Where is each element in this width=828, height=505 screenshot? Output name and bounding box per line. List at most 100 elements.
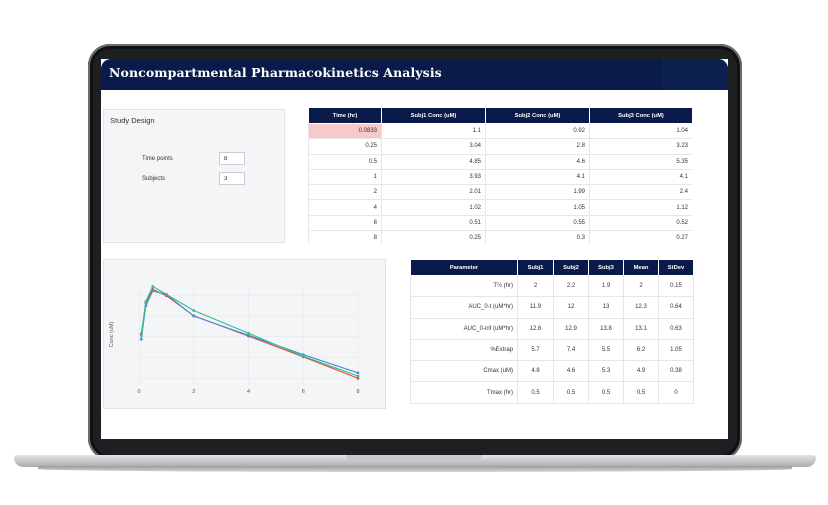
chart-svg: 0 2 4 6 8 Conc (uM) <box>109 284 360 395</box>
conc-cell[interactable]: 5.35 <box>589 153 692 170</box>
conc-cell[interactable]: 6 <box>308 214 382 232</box>
conc-cell[interactable]: 3.93 <box>381 168 486 186</box>
table-row: 0.0833 1.1 0.92 1.04 <box>308 122 692 140</box>
concentration-time-chart: 0 2 4 6 8 Conc (uM) <box>103 259 386 409</box>
conc-cell[interactable]: 3.23 <box>589 138 692 155</box>
table-row: 2 2.01 1.99 2.4 <box>308 184 692 201</box>
conc-cell[interactable]: 1.05 <box>485 199 590 216</box>
time-points-input[interactable] <box>219 152 245 165</box>
conc-cell[interactable]: 4.85 <box>381 153 486 170</box>
conc-cell[interactable]: 8 <box>308 230 382 244</box>
series-point <box>356 376 360 380</box>
conc-cell[interactable]: 2.4 <box>589 184 692 201</box>
param-value-cell: 5.3 <box>588 360 624 383</box>
conc-cell[interactable]: 0.3 <box>485 230 590 244</box>
subjects-label: Subjects <box>142 176 166 182</box>
param-value-cell: 12 <box>553 296 589 319</box>
param-value-cell: 13 <box>588 296 624 319</box>
param-value-cell: 12.3 <box>623 296 659 319</box>
param-value-cell: 12.6 <box>517 317 554 340</box>
conc-header-cell: Subj3 Conc (uM) <box>589 107 692 124</box>
header-corner-block <box>662 59 728 90</box>
table-row: Tmax (hr) 0.5 0.5 0.5 0.5 0 <box>410 381 694 404</box>
param-value-cell: 4.6 <box>553 360 589 383</box>
series-point <box>247 333 250 337</box>
param-name-cell: AUC_0-t (uM*hr) <box>410 296 518 319</box>
table-row: AUC_0-t (uM*hr) 11.9 12 13 12.3 0.64 <box>410 296 694 319</box>
table-row: 0.25 3.04 2.8 3.23 <box>308 138 692 155</box>
conc-cell[interactable]: 1.02 <box>381 199 486 216</box>
param-value-cell: 0.15 <box>658 274 694 298</box>
series-point <box>356 374 360 378</box>
x-tick-label: 8 <box>356 389 359 395</box>
table-row: 4 1.02 1.05 1.12 <box>308 199 692 216</box>
param-value-cell: 2 <box>623 274 659 298</box>
table-row: Cmax (uM) 4.8 4.6 5.3 4.9 0.38 <box>410 360 694 383</box>
study-design-panel: Study Design Time points Subjects <box>103 109 285 243</box>
series-point <box>139 334 143 337</box>
x-tick-label: 4 <box>247 389 250 395</box>
conc-cell[interactable]: 4.6 <box>485 153 590 170</box>
table-row: 8 0.25 0.3 0.27 <box>308 230 692 244</box>
x-tick-label: 6 <box>302 389 305 395</box>
table-row: 0.5 4.85 4.6 5.35 <box>308 153 692 170</box>
param-header-cell: Parameter <box>410 259 518 276</box>
table-row: 6 0.51 0.55 0.52 <box>308 214 692 232</box>
param-value-cell: 4.9 <box>623 360 659 383</box>
page-title: Noncompartmental Pharmacokinetics Analys… <box>109 65 442 80</box>
conc-cell[interactable]: 1.04 <box>589 122 692 140</box>
param-value-cell: 1.9 <box>588 274 624 298</box>
param-value-cell: 2.2 <box>553 274 589 298</box>
conc-cell[interactable]: 1.99 <box>485 184 590 201</box>
parameter-table: Parameter Subj1 Subj2 Subj3 Mean StDev T½ (hr… <box>410 259 694 404</box>
param-value-cell: 5.7 <box>517 338 554 362</box>
conc-cell[interactable]: 1.1 <box>381 122 486 140</box>
param-name-cell: Cmax (uM) <box>410 360 518 383</box>
param-value-cell: 0.5 <box>517 381 554 404</box>
x-tick-label: 0 <box>137 389 140 395</box>
conc-cell[interactable]: 0.25 <box>381 230 486 244</box>
conc-cell[interactable]: 0.25 <box>308 138 382 155</box>
param-header-cell: StDev <box>658 259 694 276</box>
conc-header-cell: Subj1 Conc (uM) <box>381 107 486 124</box>
study-design-title: Study Design <box>110 116 155 125</box>
conc-cell[interactable]: 2.01 <box>381 184 486 201</box>
param-value-cell: 0.64 <box>658 296 694 319</box>
conc-cell[interactable]: 0.55 <box>485 214 590 232</box>
conc-cell[interactable]: 1 <box>308 168 382 186</box>
series-point <box>301 354 305 358</box>
conc-cell[interactable]: 0.51 <box>381 214 486 232</box>
param-value-cell: 13.8 <box>588 317 624 340</box>
param-value-cell: 6.2 <box>623 338 659 362</box>
param-value-cell: 2 <box>517 274 554 298</box>
conc-cell[interactable]: 0.52 <box>589 214 692 232</box>
conc-cell[interactable]: 0.27 <box>589 230 692 244</box>
table-row: %Extrap 5.7 7.4 5.5 6.2 1.05 <box>410 338 694 362</box>
conc-cell[interactable]: 2.8 <box>485 138 590 155</box>
concentration-table-scroll[interactable]: Time (hr) Subj1 Conc (uM) Subj2 Conc (uM) S… <box>308 107 692 244</box>
conc-header-cell: Subj2 Conc (uM) <box>485 107 590 124</box>
param-value-cell: 1.05 <box>658 338 694 362</box>
conc-cell[interactable]: 0.0833 <box>308 122 382 140</box>
param-value-cell: 4.8 <box>517 360 554 383</box>
param-name-cell: T½ (hr) <box>410 274 518 298</box>
param-header-cell: Subj1 <box>517 259 554 276</box>
conc-cell[interactable]: 1.12 <box>589 199 692 216</box>
subjects-input[interactable] <box>219 172 245 185</box>
param-header-cell: Subj3 <box>588 259 624 276</box>
conc-cell[interactable]: 4.1 <box>485 168 590 186</box>
laptop-notch <box>346 455 482 461</box>
series-line <box>140 285 359 377</box>
laptop-foot <box>38 466 792 472</box>
param-value-cell: 11.9 <box>517 296 554 319</box>
conc-cell[interactable]: 4.1 <box>589 168 692 186</box>
series-line <box>140 290 359 374</box>
conc-cell[interactable]: 3.04 <box>381 138 486 155</box>
conc-cell[interactable]: 2 <box>308 184 382 201</box>
series-point <box>192 309 196 312</box>
conc-cell[interactable]: 4 <box>308 199 382 216</box>
laptop-base <box>14 455 816 467</box>
param-name-cell: AUC_0-inf (uM*hr) <box>410 317 518 340</box>
conc-cell[interactable]: 0.5 <box>308 153 382 170</box>
conc-cell[interactable]: 0.92 <box>485 122 590 140</box>
